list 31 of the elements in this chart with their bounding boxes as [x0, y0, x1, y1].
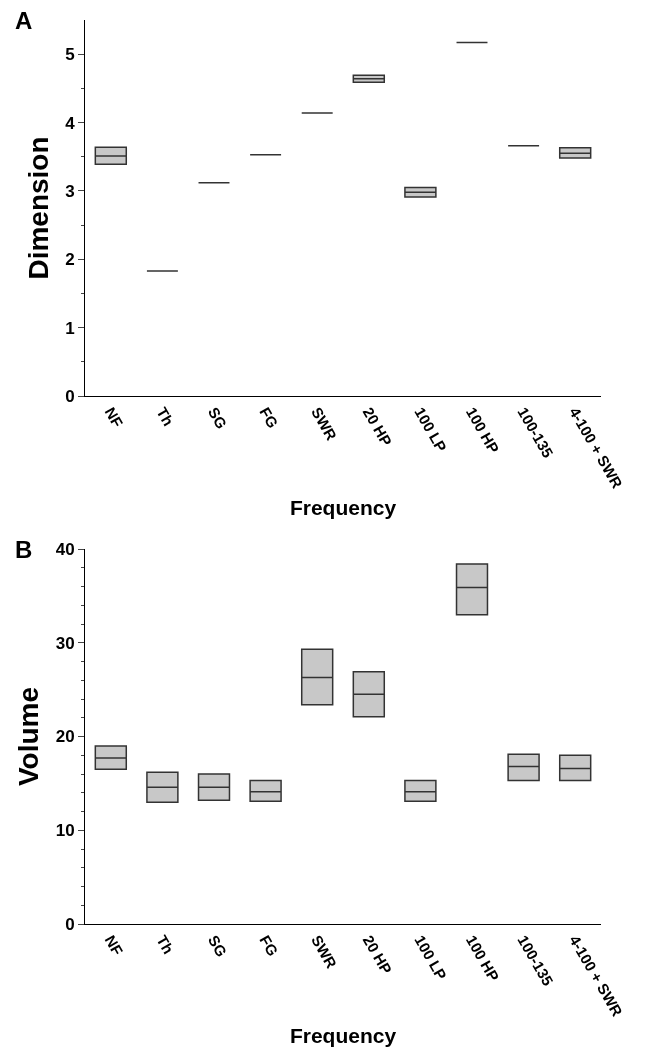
- x-tick-label: 100 HP: [462, 932, 503, 985]
- x-tick-label: FG: [256, 932, 282, 959]
- x-tick-label: 100 HP: [462, 404, 503, 457]
- y-tick-label: 5: [65, 45, 75, 65]
- x-tick-label: NF: [101, 404, 127, 431]
- y-tick-label: 3: [65, 181, 75, 201]
- x-axis-title: Frequency: [289, 1024, 397, 1048]
- y-tick-label: 20: [55, 727, 75, 747]
- y-axis-title: Dimension: [22, 136, 54, 280]
- y-tick-label: 4: [65, 113, 76, 133]
- y-tick-label: 0: [65, 914, 75, 934]
- x-tick-label: 20 HP: [359, 932, 396, 977]
- y-tick-label: 2: [65, 250, 75, 270]
- x-tick-label: NF: [101, 932, 127, 959]
- x-tick-label: SG: [204, 404, 231, 432]
- x-tick-label: Th: [153, 404, 178, 429]
- y-tick-label: 40: [55, 539, 75, 559]
- y-tick-label: 0: [65, 386, 75, 406]
- x-tick-label: 20 HP: [359, 404, 396, 449]
- x-tick-label: FG: [256, 404, 282, 431]
- y-tick-label: 10: [55, 821, 75, 841]
- x-tick-label: 100 LP: [411, 404, 451, 455]
- y-tick-label: 1: [65, 318, 75, 338]
- y-axis-title: Volume: [13, 686, 45, 787]
- x-axis-title: Frequency: [289, 496, 397, 520]
- chart-title: B: [15, 536, 33, 563]
- x-tick-label: SG: [204, 932, 231, 960]
- chart-title: A: [15, 7, 33, 34]
- x-tick-label: 100 LP: [411, 932, 451, 983]
- y-tick-label: 30: [55, 633, 75, 653]
- x-tick-label: Th: [153, 932, 178, 957]
